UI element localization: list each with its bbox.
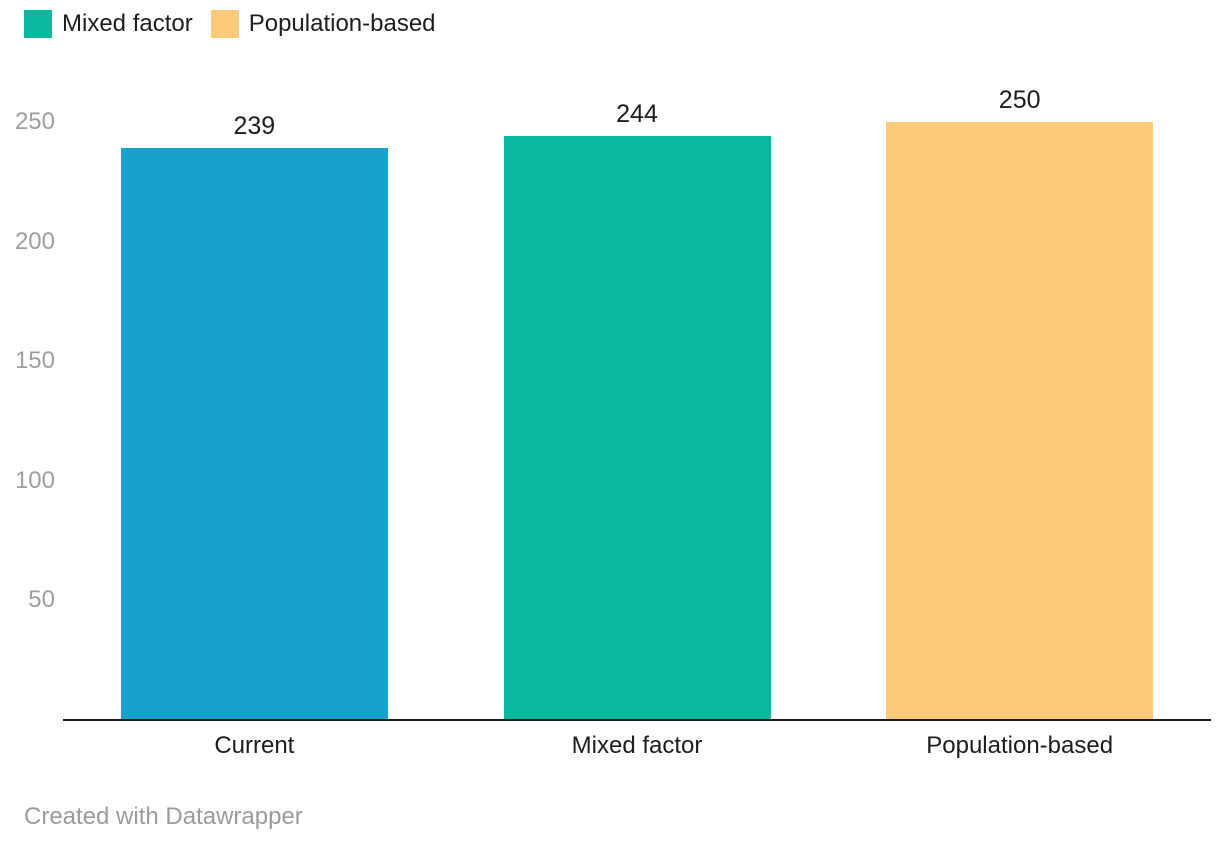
x-axis-line bbox=[63, 719, 1211, 721]
legend-label: Mixed factor bbox=[62, 10, 193, 37]
x-axis-label: Population-based bbox=[926, 732, 1114, 759]
bar-current[interactable] bbox=[120, 148, 388, 720]
bar-value-label: 239 bbox=[233, 112, 276, 141]
y-axis-tick-label: 100 bbox=[14, 466, 55, 494]
x-axis-label: Mixed factor bbox=[571, 732, 703, 759]
legend-item: Population-based bbox=[210, 10, 436, 38]
credit-line: Created with Datawrapper bbox=[24, 803, 303, 831]
bar-value-label: 250 bbox=[998, 86, 1041, 114]
bar-mixed-factor[interactable] bbox=[503, 136, 771, 720]
y-axis-tick-label: 150 bbox=[14, 347, 55, 375]
legend-swatch bbox=[24, 10, 52, 38]
credit-text[interactable]: Created with Datawrapper bbox=[24, 803, 303, 830]
y-axis-tick-label: 200 bbox=[14, 227, 55, 255]
bar-population-based[interactable] bbox=[886, 122, 1154, 720]
legend-label: Population-based bbox=[248, 10, 436, 37]
y-axis-tick-label: 250 bbox=[14, 108, 55, 135]
legend-swatch bbox=[210, 10, 239, 38]
bar-value-label: 244 bbox=[616, 100, 658, 129]
y-axis-tick-label: 50 bbox=[28, 586, 55, 614]
chart-legend: Mixed factor Population-based bbox=[24, 10, 454, 38]
legend-item: Mixed factor bbox=[24, 10, 193, 38]
x-axis-label: Current bbox=[214, 732, 295, 759]
